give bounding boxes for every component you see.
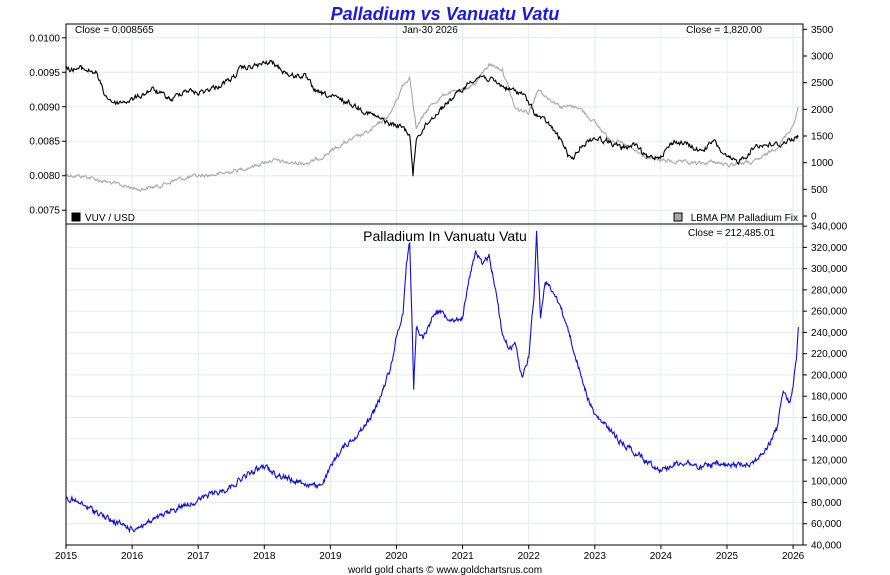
x-tick-label: 2017 [187,551,210,562]
right-tick-label: 3500 [811,25,834,36]
top-panel: 0.0075 0.0080 0.0085 0.0090 0.0095 0.0100 0 50… [29,23,834,225]
x-tick-label: 2021 [451,551,474,562]
bottom-right-tick-label: 100,000 [811,477,848,488]
bottom-grid [65,224,803,546]
bottom-right-tick-label: 120,000 [811,455,848,466]
left-tick-label: 0.0080 [29,171,60,182]
right-tick-label: 1500 [811,132,834,143]
left-tick-label: 0.0090 [29,102,60,113]
x-tick-label: 2019 [319,551,342,562]
bottom-right-tick-label: 140,000 [811,434,848,445]
left-tick-label: 0.0075 [29,206,60,217]
x-tick-label: 2016 [121,551,144,562]
right-tick-label: 2000 [811,105,834,116]
bottom-right-tick-label: 200,000 [811,370,848,381]
top-right-axis: 0 500 1000 1500 2000 2500 3000 3500 [803,25,834,223]
top-header-right: Close = 1,820.00 [686,25,762,36]
legend-label-palladium: LBMA PM Palladium Fix [691,213,798,224]
bottom-right-tick-label: 160,000 [811,413,848,424]
bottom-right-tick-label: 300,000 [811,264,848,275]
x-tick-label: 2020 [385,551,408,562]
top-header-left: Close = 0.008565 [75,25,154,36]
right-tick-label: 3000 [811,52,834,63]
bottom-right-tick-label: 260,000 [811,307,848,318]
top-grid [65,24,803,224]
footer-credit: world gold charts © www.goldchartsrus.co… [347,565,542,575]
right-tick-label: 500 [811,185,828,196]
legend-label-vuv: VUV / USD [85,213,135,224]
left-tick-label: 0.0095 [29,68,60,79]
bottom-right-axis: 40,000 60,000 80,000 100,000 120,000 140,000 1… [803,222,848,552]
series-line-palladium-usd [65,62,799,193]
right-tick-label: 0 [811,212,817,223]
legend-swatch-palladium [673,212,683,222]
legend-swatch-vuv [71,212,81,222]
bottom-right-tick-label: 340,000 [811,222,848,233]
bottom-series [65,230,799,534]
bottom-right-tick-label: 240,000 [811,328,848,339]
bottom-panel: 40,000 60,000 80,000 100,000 120,000 140,000 1… [55,222,848,562]
top-header-center: Jan-30 2026 [402,25,458,36]
bottom-right-tick-label: 180,000 [811,392,848,403]
top-series [65,59,799,193]
right-tick-label: 2500 [811,78,834,89]
chart-title: Palladium vs Vanuatu Vatu [331,4,560,24]
series-line-vuv-usd [65,59,799,177]
left-tick-label: 0.0100 [29,33,60,44]
bottom-right-tick-label: 320,000 [811,243,848,254]
top-panel-frame [65,23,804,225]
x-tick-label: 2015 [55,551,78,562]
left-tick-label: 0.0085 [29,137,60,148]
bottom-right-tick-label: 40,000 [811,541,842,552]
x-tick-label: 2025 [716,551,739,562]
bottom-panel-frame [65,223,804,546]
x-tick-label: 2022 [518,551,541,562]
x-tick-label: 2018 [253,551,276,562]
x-tick-label: 2023 [584,551,607,562]
right-tick-label: 1000 [811,158,834,169]
top-left-axis: 0.0075 0.0080 0.0085 0.0090 0.0095 0.0100 [29,33,66,217]
bottom-title: Palladium In Vanuatu Vatu [363,228,527,244]
x-tick-label: 2026 [782,551,805,562]
bottom-header-right: Close = 212,485.01 [688,228,775,239]
bottom-right-tick-label: 80,000 [811,498,842,509]
bottom-right-tick-label: 220,000 [811,349,848,360]
series-line-palladium-vuv [65,230,799,534]
bottom-right-tick-label: 60,000 [811,519,842,530]
bottom-right-tick-label: 280,000 [811,285,848,296]
x-tick-label: 2024 [650,551,673,562]
x-axis: 2015 2016 2017 2018 2019 2020 2021 2022 2023 2024… [55,545,805,562]
